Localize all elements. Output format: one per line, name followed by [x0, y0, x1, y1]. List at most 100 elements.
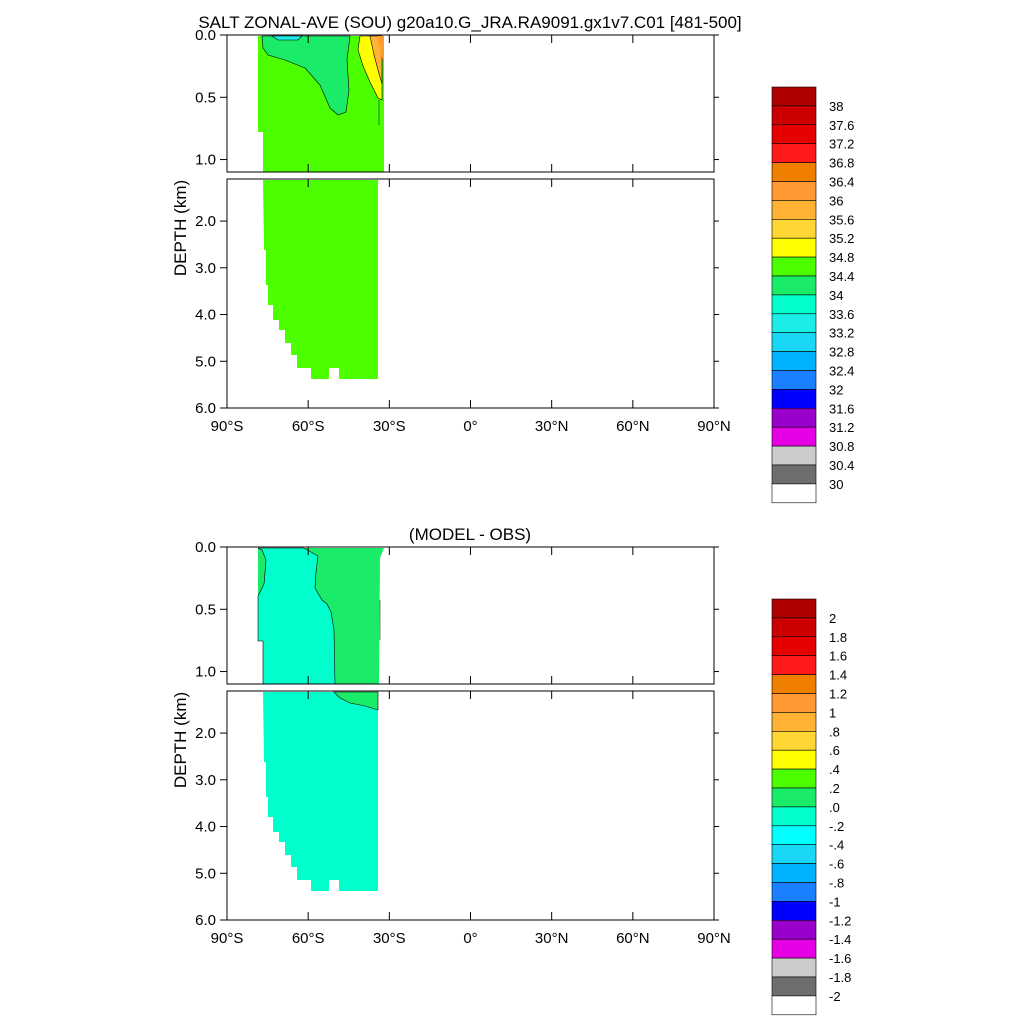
panel-2-y-axis: 0.0 0.5 1.0 2.0 3.0 4.0 5.0 6.0: [195, 539, 719, 929]
colorbar-swatch: [771, 370, 817, 390]
colorbar-label: 1.6: [829, 649, 847, 664]
colorbar-label: -1.2: [829, 913, 851, 928]
panel-1-ylabel: DEPTH (km): [171, 180, 190, 276]
colorbar-label: 1.2: [829, 687, 847, 702]
y-tick-label: 1.0: [195, 152, 216, 169]
y-tick-label: 0.5: [195, 89, 216, 106]
salt-field-low: [271, 35, 303, 41]
colorbar-swatch: [771, 598, 817, 619]
colorbar-swatch: [771, 901, 817, 921]
x-tick-label: 60°S: [292, 418, 325, 435]
colorbar-swatch: [771, 938, 817, 959]
colorbar-label: 38: [829, 99, 843, 114]
colorbar-label: 33.2: [829, 326, 854, 341]
colorbar-swatch: [771, 200, 817, 220]
diff-lower-cyan: [263, 692, 378, 891]
y-tick-label: 0.0: [195, 27, 216, 44]
y-tick-label: 3.0: [195, 260, 216, 277]
colorbar-swatch: [771, 768, 817, 789]
colorbar-label: .0: [829, 800, 840, 815]
colorbar-swatch: [771, 407, 817, 428]
colorbar-label: 34.4: [829, 269, 854, 284]
colorbar-swatch: [771, 655, 817, 675]
diff-field-cyan: [257, 547, 336, 685]
colorbar-swatch: [771, 882, 817, 902]
y-tick-label: 1.0: [195, 664, 216, 681]
colorbar-swatch: [771, 483, 817, 504]
colorbar-swatch: [771, 806, 817, 827]
x-tick-label: 30°N: [535, 930, 569, 947]
colorbar-swatch: [771, 351, 817, 371]
y-tick-label: 0.5: [195, 601, 216, 618]
panel-2-upper-field: [257, 547, 384, 685]
panel-2-colorbar: 21.81.61.41.21.8.6.4.2.0-.2-.4-.6-.8-1-1…: [771, 598, 851, 1016]
x-tick-label: 0°: [463, 418, 477, 435]
colorbar-swatch: [771, 787, 817, 808]
colorbar-label: -.4: [829, 838, 844, 853]
colorbar-swatch: [771, 712, 817, 732]
panel-1-title: SALT ZONAL-AVE (SOU) g20a10.G_JRA.RA9091…: [198, 13, 741, 32]
colorbar-label: 36: [829, 193, 843, 208]
colorbar-label: 33.6: [829, 307, 854, 322]
x-tick-label: 90°N: [697, 418, 731, 435]
y-tick-label: 2.0: [195, 725, 216, 742]
colorbar-label: 35.2: [829, 231, 854, 246]
colorbar-label: 32: [829, 382, 843, 397]
y-tick-label: 3.0: [195, 772, 216, 789]
colorbar-swatch: [771, 313, 817, 333]
y-tick-label: 5.0: [195, 353, 216, 370]
y-tick-label: 4.0: [195, 819, 216, 836]
panel-2-x-axis: 90°S 60°S 30°S 0° 30°N 60°N 90°N: [211, 547, 731, 947]
x-tick-label: 60°N: [616, 930, 650, 947]
colorbar-label: 30.8: [829, 439, 854, 454]
colorbar-label: 34: [829, 288, 843, 303]
colorbar-swatch: [771, 464, 817, 485]
x-tick-label: 90°S: [211, 418, 244, 435]
x-tick-label: 90°N: [697, 930, 731, 947]
x-tick-label: 60°N: [616, 418, 650, 435]
colorbar-swatch: [771, 143, 817, 163]
colorbar-label: .4: [829, 762, 840, 777]
colorbar-label: 32.4: [829, 364, 854, 379]
colorbar-swatch: [771, 124, 817, 145]
colorbar-label: -1.6: [829, 951, 851, 966]
colorbar-swatch: [771, 162, 817, 182]
colorbar-swatch: [771, 863, 817, 883]
colorbar-label: .2: [829, 781, 840, 796]
colorbar-label: 37.6: [829, 118, 854, 133]
salt-field-green: [258, 36, 384, 172]
panel-diff: (MODEL - OBS) 90°S 60°S 30°S 0° 30°N 60°N 90°N…: [171, 525, 851, 1016]
colorbar-label: 35.6: [829, 212, 854, 227]
colorbar-swatch: [771, 237, 817, 258]
salt-field-dark: [377, 36, 383, 62]
colorbar-label: .8: [829, 724, 840, 739]
x-tick-label: 30°S: [373, 930, 406, 947]
x-tick-label: 60°S: [292, 930, 325, 947]
colorbar-label: -.8: [829, 876, 844, 891]
colorbar-swatch: [771, 256, 817, 277]
colorbar-swatch: [771, 636, 817, 656]
colorbar-label: 37.2: [829, 137, 854, 152]
colorbar-swatch: [771, 919, 817, 940]
panel-2-ylabel: DEPTH (km): [171, 692, 190, 788]
colorbar-swatch: [771, 105, 817, 126]
colorbar-swatch: [771, 332, 817, 352]
panel-2-lower-field: [263, 691, 379, 891]
colorbar-swatch: [771, 445, 817, 466]
colorbar-label: -.2: [829, 819, 844, 834]
panel-1-y-axis: 0.0 0.5 1.0 2.0 3.0 4.0 5.0 6.0: [195, 27, 719, 417]
colorbar-swatch: [771, 693, 817, 713]
colorbar-swatch: [771, 674, 817, 694]
panel-salt: SALT ZONAL-AVE (SOU) g20a10.G_JRA.RA9091…: [171, 13, 854, 504]
colorbar-swatch: [771, 749, 817, 770]
colorbar-swatch: [771, 86, 817, 107]
y-tick-label: 6.0: [195, 912, 216, 929]
colorbar-label: 2: [829, 611, 836, 626]
x-tick-label: 30°S: [373, 418, 406, 435]
colorbar-label: 30: [829, 477, 843, 492]
y-tick-label: 4.0: [195, 307, 216, 324]
colorbar-swatch: [771, 957, 817, 978]
salt-field-fresh: [261, 35, 351, 116]
colorbar-label: -1: [829, 894, 841, 909]
